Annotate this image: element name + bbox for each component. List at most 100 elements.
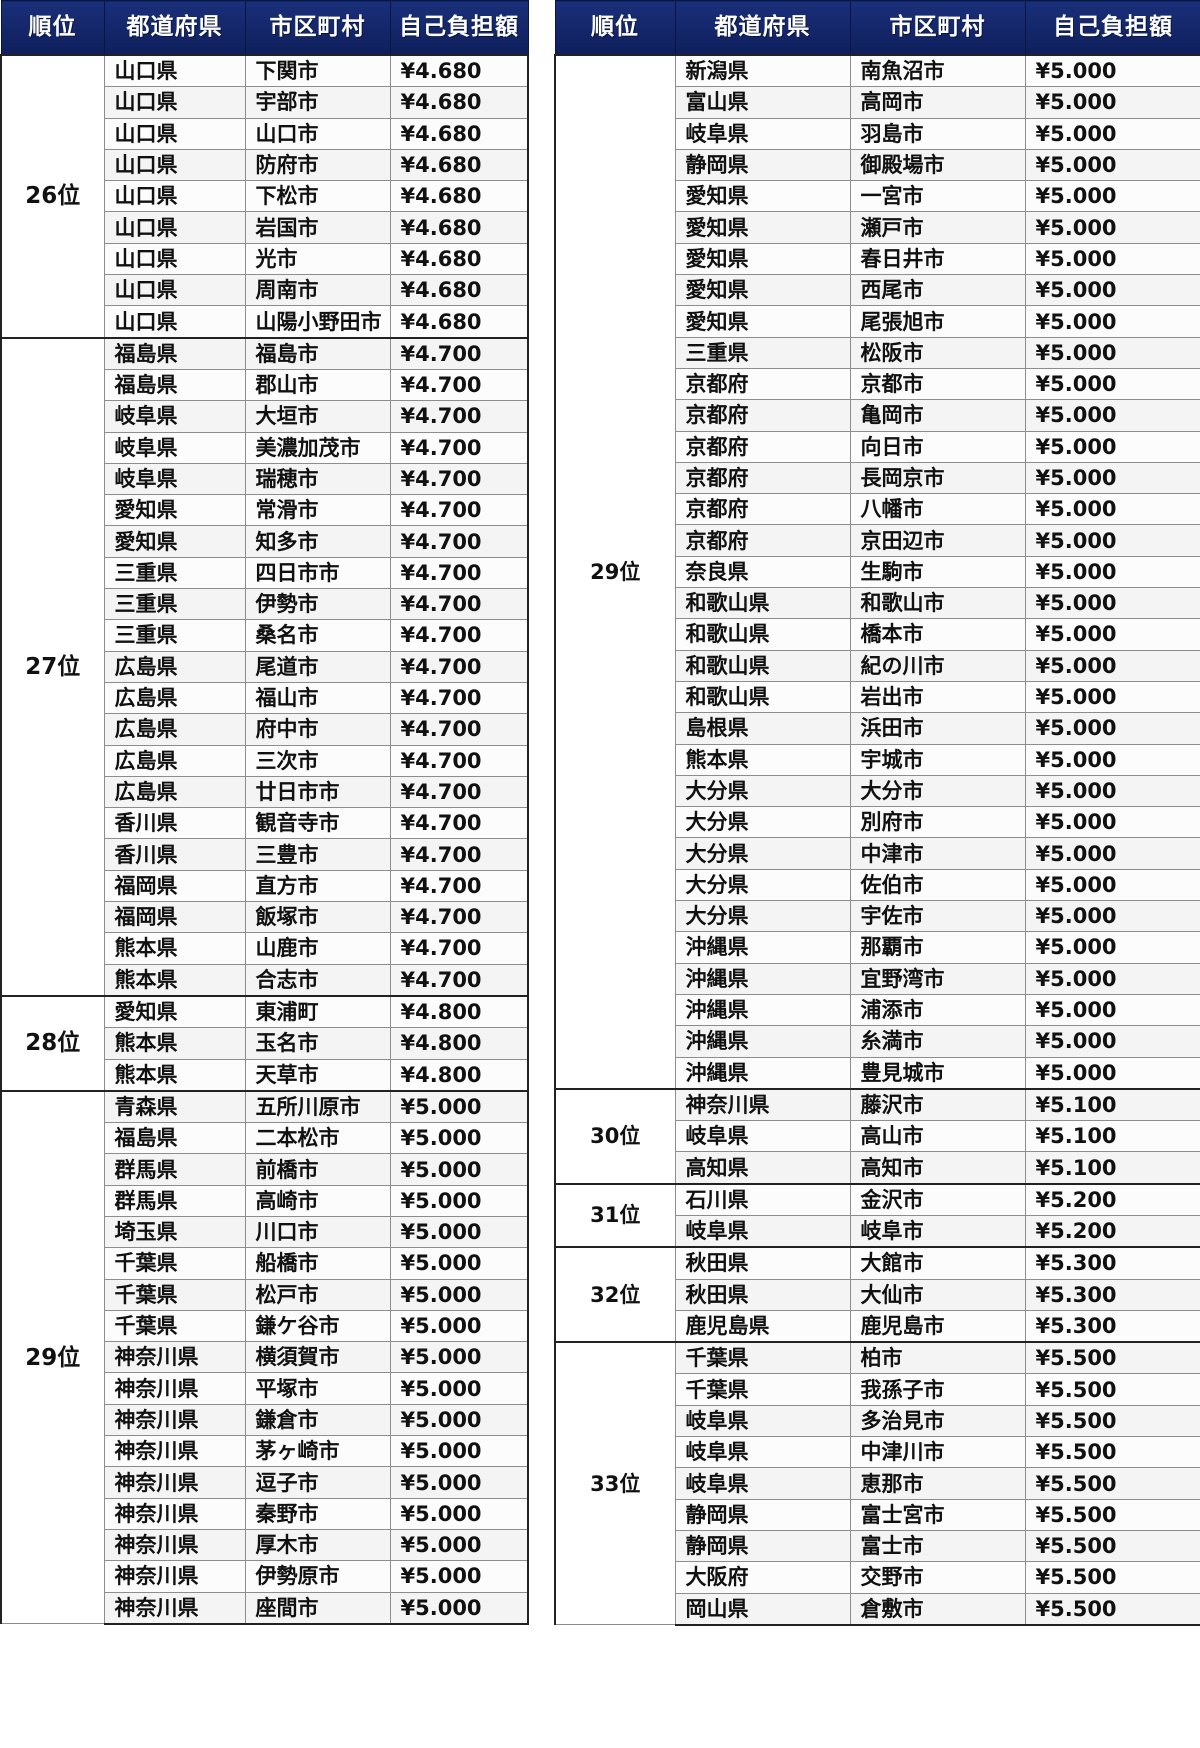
amount-cell: ¥4.680 <box>389 305 529 339</box>
table-row: 福島県 郡山市 ¥4.700 <box>1 368 529 402</box>
table-row: 和歌山県 和歌山市 ¥5.000 <box>555 587 1200 620</box>
prefecture-cell: 神奈川県 <box>103 1591 246 1625</box>
prefecture-cell: 静岡県 <box>674 1498 851 1531</box>
table-row: 熊本県 宇城市 ¥5.000 <box>555 743 1200 776</box>
prefecture-cell: 愛知県 <box>103 525 246 558</box>
amount-cell: ¥4.700 <box>389 775 529 809</box>
prefecture-cell: 高知県 <box>674 1151 851 1185</box>
municipality-cell: 美濃加茂市 <box>244 431 391 464</box>
municipality-cell: 東浦町 <box>244 994 391 1029</box>
amount-cell: ¥4.700 <box>389 619 529 652</box>
table-row: 福岡県 直方市 ¥4.700 <box>1 869 529 903</box>
table-row: 神奈川県 厚木市 ¥5.000 <box>1 1528 529 1562</box>
prefecture-cell: 千葉県 <box>674 1373 851 1406</box>
municipality-cell: 富士宮市 <box>849 1498 1026 1531</box>
municipality-cell: 山陽小野田市 <box>244 305 391 339</box>
amount-cell: ¥4.700 <box>389 556 529 590</box>
municipality-cell: 金沢市 <box>849 1182 1026 1216</box>
municipality-cell: 藤沢市 <box>849 1087 1026 1122</box>
prefecture-cell: 沖縄県 <box>674 931 851 964</box>
prefecture-cell: 新潟県 <box>674 54 851 88</box>
table-row: 31位 石川県 金沢市 ¥5.200 <box>554 1182 1200 1248</box>
table-row: 千葉県 我孫子市 ¥5.500 <box>555 1373 1200 1406</box>
table-row: 山口県 防府市 ¥4.680 <box>1 148 529 182</box>
amount-cell: ¥4.800 <box>389 1027 529 1060</box>
table-row: 岐阜県 大垣市 ¥4.700 <box>1 400 529 433</box>
prefecture-cell: 神奈川県 <box>103 1341 246 1374</box>
municipality-cell: 桑名市 <box>244 619 391 652</box>
table-row: 静岡県 御殿場市 ¥5.000 <box>555 148 1200 182</box>
table-row: 沖縄県 糸満市 ¥5.000 <box>555 1025 1200 1058</box>
table-row: 岐阜県 多治見市 ¥5.500 <box>555 1404 1200 1438</box>
prefecture-cell: 岐阜県 <box>103 431 246 464</box>
table-row: 愛知県 常滑市 ¥4.700 <box>1 494 529 527</box>
amount-cell: ¥5.200 <box>1024 1182 1200 1216</box>
table-row: 京都府 向日市 ¥5.000 <box>555 430 1200 463</box>
table-row: 愛知県 一宮市 ¥5.000 <box>555 180 1200 213</box>
amount-cell: ¥5.000 <box>389 1309 529 1343</box>
prefecture-cell: 大阪府 <box>674 1561 851 1594</box>
amount-cell: ¥5.000 <box>389 1372 529 1405</box>
municipality-cell: 船橋市 <box>244 1247 391 1280</box>
table-row: 熊本県 天草市 ¥4.800 <box>1 1058 529 1092</box>
table-row: 岡山県 倉敷市 ¥5.500 <box>555 1592 1200 1626</box>
table-row: 岐阜県 岐阜市 ¥5.200 <box>555 1214 1200 1248</box>
municipality-cell: 羽島市 <box>849 117 1026 150</box>
prefecture-cell: 神奈川県 <box>103 1497 246 1530</box>
table-row: 33位 千葉県 柏市 ¥5.500 <box>554 1341 1200 1626</box>
prefecture-cell: 京都府 <box>674 461 851 495</box>
table-row: 三重県 四日市市 ¥4.700 <box>1 556 529 590</box>
table-row: 28位 愛知県 東浦町 ¥4.800 <box>0 994 529 1092</box>
amount-cell: ¥4.700 <box>389 681 529 715</box>
table-row: 広島県 尾道市 ¥4.700 <box>1 650 529 683</box>
table-row: 群馬県 前橋市 ¥5.000 <box>1 1153 529 1186</box>
table-row: 熊本県 玉名市 ¥4.800 <box>1 1027 529 1060</box>
prefecture-cell: 山口県 <box>103 305 246 339</box>
table-row: 千葉県 松戸市 ¥5.000 <box>1 1278 529 1311</box>
prefecture-cell: 三重県 <box>103 619 246 652</box>
municipality-cell: 厚木市 <box>244 1528 391 1562</box>
prefecture-cell: 石川県 <box>674 1182 851 1216</box>
municipality-cell: 知多市 <box>244 525 391 558</box>
amount-cell: ¥4.680 <box>389 148 529 182</box>
municipality-cell: 我孫子市 <box>849 1373 1026 1406</box>
prefecture-cell: 山口県 <box>103 242 246 276</box>
amount-cell: ¥5.000 <box>1024 962 1200 995</box>
prefecture-cell: 大分県 <box>674 900 851 933</box>
prefecture-cell: 山口県 <box>103 117 246 150</box>
amount-cell: ¥5.000 <box>1024 868 1200 902</box>
prefecture-cell: 岐阜県 <box>674 1436 851 1469</box>
amount-cell: ¥5.000 <box>1024 587 1200 620</box>
table-row: 京都府 京田辺市 ¥5.000 <box>555 524 1200 557</box>
municipality-cell: 大仙市 <box>849 1278 1026 1311</box>
amount-cell: ¥5.000 <box>1024 712 1200 745</box>
header-municipality: 市区町村 <box>849 0 1026 56</box>
municipality-cell: 常滑市 <box>244 494 391 527</box>
amount-cell: ¥5.000 <box>389 1466 529 1499</box>
table-header-right: 順位 都道府県 市区町村 自己負担額 <box>554 0 1200 56</box>
amount-cell: ¥5.000 <box>1024 367 1200 401</box>
municipality-cell: 下関市 <box>244 54 391 88</box>
amount-cell: ¥4.700 <box>389 744 529 777</box>
municipality-cell: 高岡市 <box>849 86 1026 119</box>
prefecture-cell: 和歌山県 <box>674 649 851 682</box>
municipality-cell: 御殿場市 <box>849 148 1026 182</box>
table-row: 埼玉県 川口市 ¥5.000 <box>1 1215 529 1249</box>
municipality-cell: 山鹿市 <box>244 932 391 965</box>
municipality-cell: 紀の川市 <box>849 649 1026 682</box>
table-row: 神奈川県 平塚市 ¥5.000 <box>1 1372 529 1405</box>
table-body-right: 29位 新潟県 南魚沼市 ¥5.000 富山県 高岡市 ¥5.000 岐阜県 羽島市 ¥5.000… <box>554 54 1200 1626</box>
prefecture-cell: 静岡県 <box>674 1529 851 1563</box>
amount-cell: ¥4.700 <box>389 869 529 903</box>
amount-cell: ¥5.000 <box>1024 461 1200 495</box>
prefecture-cell: 和歌山県 <box>674 680 851 714</box>
table-row: 群馬県 高崎市 ¥5.000 <box>1 1184 529 1217</box>
amount-cell: ¥5.300 <box>1024 1309 1200 1343</box>
table-row: 山口県 下松市 ¥4.680 <box>1 180 529 213</box>
amount-cell: ¥5.000 <box>389 1435 529 1468</box>
prefecture-cell: 愛知県 <box>103 494 246 527</box>
amount-cell: ¥5.000 <box>389 1122 529 1155</box>
table-row: 熊本県 合志市 ¥4.700 <box>1 963 529 997</box>
amount-cell: ¥4.700 <box>389 400 529 433</box>
